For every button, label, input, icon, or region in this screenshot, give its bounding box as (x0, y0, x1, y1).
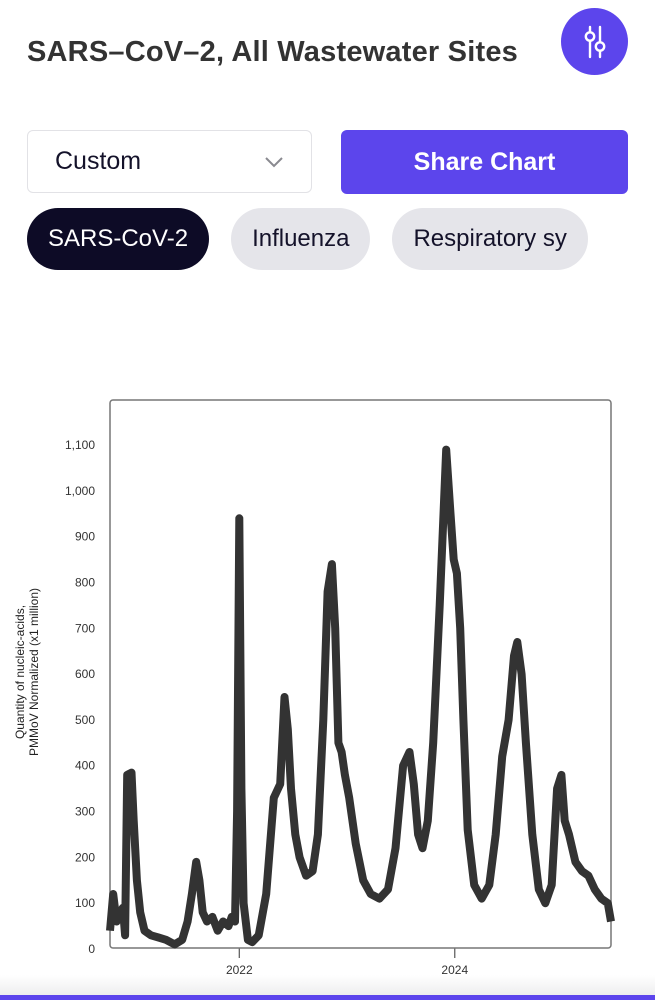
sars-cov-2-series-line (106, 445, 615, 949)
y-tick-label: 1,000 (65, 484, 95, 498)
y-axis-ticks: 0 100 200 300 400 500 600 700 800 900 1,000 1,100 (65, 438, 95, 956)
y-tick-label: 100 (75, 896, 95, 910)
x-tick-label: 2022 (226, 963, 253, 977)
y-tick-label: 700 (75, 621, 95, 635)
bottom-accent-bar (0, 995, 655, 1000)
plot-area-frame (109, 399, 612, 949)
y-tick-label: 300 (75, 805, 95, 819)
share-chart-button[interactable]: Share Chart (341, 130, 628, 194)
y-tick-label: 500 (75, 713, 95, 727)
sliders-icon (584, 25, 605, 58)
y-tick-label: 900 (75, 530, 95, 544)
page-title: SARS–CoV–2, All Wastewater Sites (27, 36, 518, 68)
tab-influenza[interactable]: Influenza (231, 208, 371, 270)
y-tick-label: 400 (75, 759, 95, 773)
x-tick-label: 2024 (441, 963, 468, 977)
y-tick-label: 1,100 (65, 438, 95, 452)
tab-respiratory-syncytial-virus[interactable]: Respiratory sy (392, 208, 588, 270)
pathogen-tabs: SARS-CoV-2 Influenza Respiratory sy (27, 208, 628, 270)
filter-settings-button[interactable] (561, 8, 628, 75)
date-range-value: Custom (55, 147, 142, 175)
chevron-down-icon (265, 157, 283, 168)
date-range-select[interactable]: Custom (27, 130, 312, 193)
y-tick-label: 0 (88, 942, 95, 956)
y-tick-label: 800 (75, 575, 95, 589)
bottom-fade (0, 975, 655, 995)
tab-sars-cov-2[interactable]: SARS-CoV-2 (27, 208, 210, 270)
x-axis-ticks: 2022 2024 (226, 948, 468, 977)
y-tick-label: 200 (75, 850, 95, 864)
y-tick-label: 600 (75, 667, 95, 681)
line-chart[interactable]: 0 100 200 300 400 500 600 700 800 900 1,000 1,100 2… (0, 390, 655, 990)
